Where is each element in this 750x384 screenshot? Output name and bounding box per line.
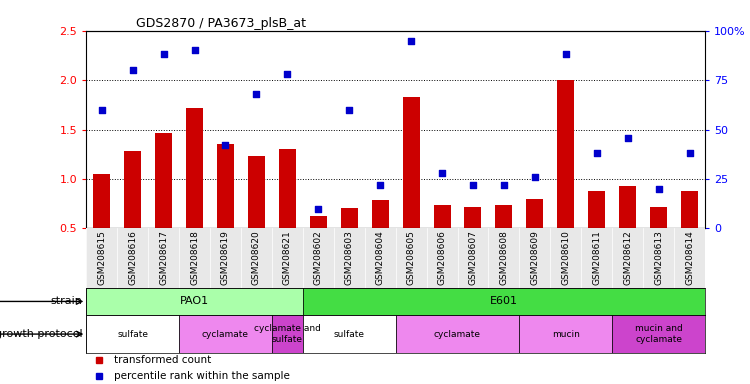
Bar bbox=[86, 288, 303, 315]
Bar bbox=[620, 186, 636, 278]
Text: GSM208614: GSM208614 bbox=[685, 230, 694, 285]
Bar bbox=[496, 205, 512, 278]
Text: GSM208620: GSM208620 bbox=[252, 230, 261, 285]
Text: GDS2870 / PA3673_plsB_at: GDS2870 / PA3673_plsB_at bbox=[136, 17, 306, 30]
Bar bbox=[433, 205, 451, 278]
Bar bbox=[155, 132, 172, 278]
Text: GSM208603: GSM208603 bbox=[345, 230, 354, 285]
Text: transformed count: transformed count bbox=[114, 356, 212, 366]
Point bbox=[405, 38, 417, 44]
Bar bbox=[526, 199, 543, 278]
Text: sulfate: sulfate bbox=[334, 329, 364, 339]
Text: GSM208616: GSM208616 bbox=[128, 230, 137, 285]
Bar bbox=[464, 207, 482, 278]
Point bbox=[127, 67, 139, 73]
Bar bbox=[372, 200, 388, 278]
Text: GSM208605: GSM208605 bbox=[406, 230, 416, 285]
Bar bbox=[612, 315, 705, 353]
Point bbox=[622, 134, 634, 141]
Text: cyclamate: cyclamate bbox=[202, 329, 249, 339]
Point bbox=[220, 142, 232, 149]
Bar bbox=[681, 191, 698, 278]
Point bbox=[467, 182, 479, 188]
Bar bbox=[86, 315, 179, 353]
Bar bbox=[124, 151, 141, 278]
Text: growth protocol: growth protocol bbox=[0, 329, 82, 339]
Text: GSM208602: GSM208602 bbox=[314, 230, 322, 285]
Text: GSM208619: GSM208619 bbox=[221, 230, 230, 285]
Point bbox=[251, 91, 262, 97]
Text: GSM208611: GSM208611 bbox=[592, 230, 602, 285]
Point bbox=[96, 107, 108, 113]
Text: GSM208615: GSM208615 bbox=[98, 230, 106, 285]
Text: mucin and
cyclamate: mucin and cyclamate bbox=[634, 324, 682, 344]
Point bbox=[498, 182, 510, 188]
Bar bbox=[519, 315, 612, 353]
Bar bbox=[403, 97, 419, 278]
Bar bbox=[650, 207, 667, 278]
Bar bbox=[557, 80, 574, 278]
Bar bbox=[272, 315, 303, 353]
Text: GSM208613: GSM208613 bbox=[654, 230, 663, 285]
Bar bbox=[310, 216, 327, 278]
Point bbox=[591, 150, 603, 156]
Bar bbox=[279, 149, 296, 278]
Text: PAO1: PAO1 bbox=[180, 296, 209, 306]
Text: cyclamate and
sulfate: cyclamate and sulfate bbox=[254, 324, 321, 344]
Text: cyclamate: cyclamate bbox=[434, 329, 481, 339]
Bar bbox=[186, 108, 203, 278]
Point bbox=[652, 186, 664, 192]
Point bbox=[374, 182, 386, 188]
Text: GSM208610: GSM208610 bbox=[561, 230, 570, 285]
Text: strain: strain bbox=[51, 296, 82, 306]
Bar bbox=[248, 156, 265, 278]
Text: GSM208607: GSM208607 bbox=[469, 230, 478, 285]
Text: E601: E601 bbox=[490, 296, 518, 306]
Text: GSM208609: GSM208609 bbox=[530, 230, 539, 285]
Bar bbox=[303, 315, 396, 353]
Bar bbox=[396, 315, 519, 353]
Point bbox=[158, 51, 170, 58]
Bar bbox=[303, 288, 705, 315]
Point bbox=[281, 71, 293, 77]
Bar bbox=[93, 174, 110, 278]
Text: GSM208621: GSM208621 bbox=[283, 230, 292, 285]
Text: mucin: mucin bbox=[552, 329, 580, 339]
Point bbox=[188, 47, 200, 53]
Bar bbox=[588, 191, 605, 278]
Bar bbox=[217, 144, 234, 278]
Point bbox=[560, 51, 572, 58]
Text: GSM208618: GSM208618 bbox=[190, 230, 199, 285]
Point bbox=[436, 170, 448, 176]
Text: GSM208606: GSM208606 bbox=[437, 230, 446, 285]
Text: GSM208604: GSM208604 bbox=[376, 230, 385, 285]
Text: sulfate: sulfate bbox=[117, 329, 148, 339]
Bar bbox=[340, 208, 358, 278]
Point bbox=[312, 206, 324, 212]
Point bbox=[344, 107, 355, 113]
Point bbox=[683, 150, 695, 156]
Bar bbox=[179, 315, 272, 353]
Text: GSM208608: GSM208608 bbox=[500, 230, 508, 285]
Point bbox=[529, 174, 541, 180]
Text: GSM208612: GSM208612 bbox=[623, 230, 632, 285]
Text: GSM208617: GSM208617 bbox=[159, 230, 168, 285]
Text: percentile rank within the sample: percentile rank within the sample bbox=[114, 371, 290, 381]
